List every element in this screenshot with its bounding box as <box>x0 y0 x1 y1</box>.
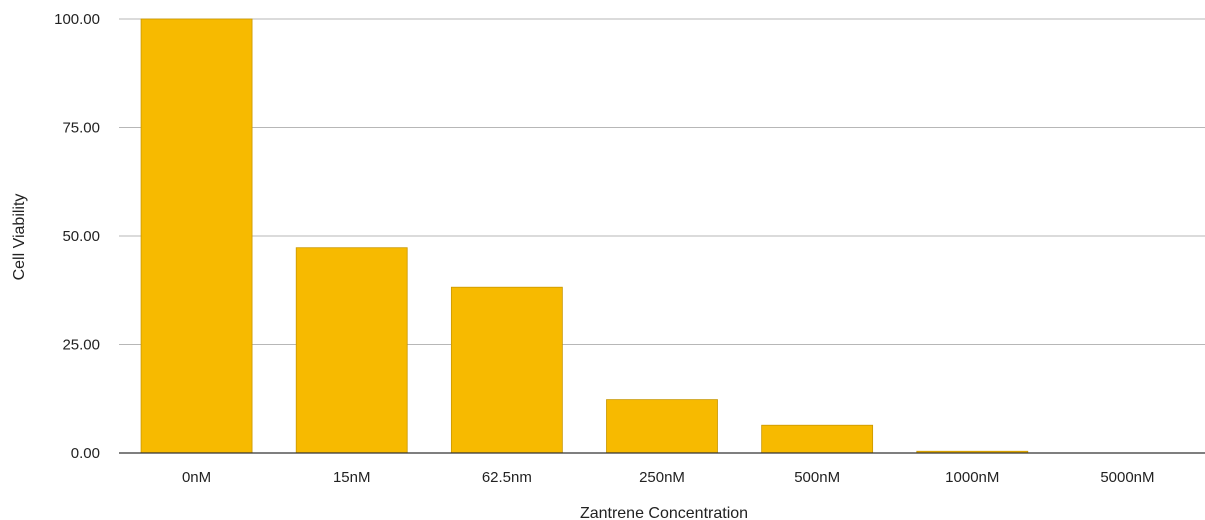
y-axis-ticks: 0.00 25.00 50.00 75.00 100.00 <box>54 11 100 462</box>
x-axis-ticks: 0nM 15nM 62.5nm 250nM 500nM 1000nM 5000nM <box>182 469 1155 486</box>
x-tick-label: 1000nM <box>945 469 999 486</box>
x-tick-label: 5000nM <box>1100 469 1154 486</box>
x-axis-label: Zantrene Concentration <box>580 505 748 520</box>
y-axis-label: Cell Viability <box>11 194 28 281</box>
bar-500nm <box>761 424 874 454</box>
bar-15nm <box>295 247 408 454</box>
y-tick-label: 0.00 <box>71 445 100 462</box>
bar-250nm <box>606 399 718 454</box>
x-tick-label: 62.5nm <box>482 469 532 486</box>
bars <box>140 18 1029 454</box>
bar-62-5nm <box>450 286 563 454</box>
y-tick-label: 50.00 <box>62 228 100 245</box>
x-tick-label: 15nM <box>333 469 371 486</box>
gridlines <box>119 18 1205 345</box>
x-tick-label: 500nM <box>794 469 840 486</box>
x-tick-label: 0nM <box>182 469 211 486</box>
x-tick-label: 250nM <box>639 469 685 486</box>
y-tick-label: 25.00 <box>62 337 100 354</box>
y-tick-label: 100.00 <box>54 11 100 28</box>
y-tick-label: 75.00 <box>62 120 100 137</box>
bar-0nm <box>140 18 253 454</box>
